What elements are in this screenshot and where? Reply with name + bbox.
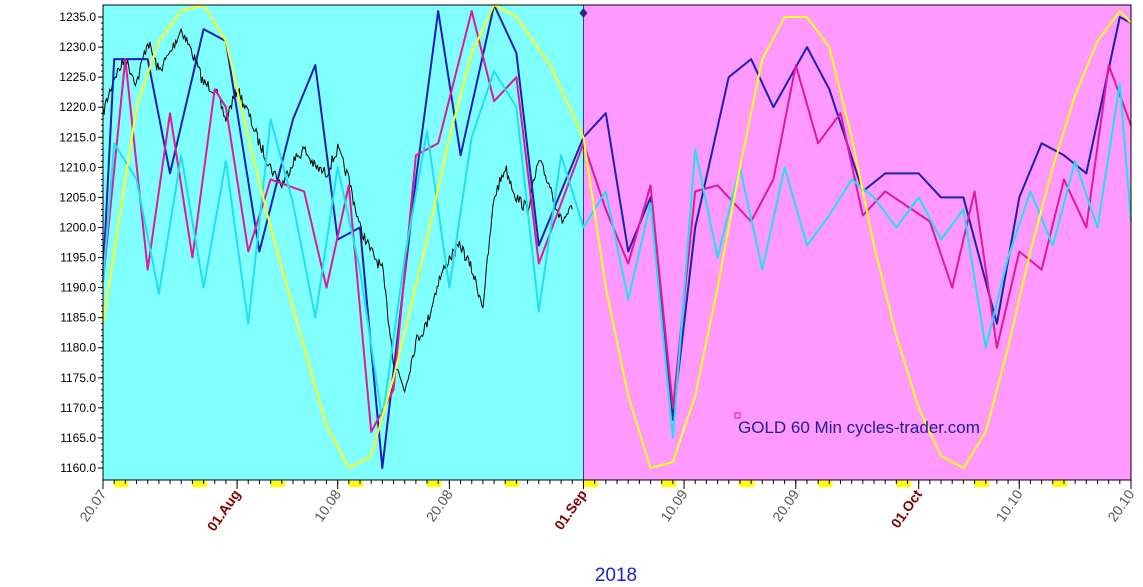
weekend-marker bbox=[896, 481, 911, 487]
y-tick-label: 1175.0 bbox=[60, 371, 96, 385]
weekend-marker bbox=[661, 481, 677, 487]
annotation-marker bbox=[734, 412, 741, 419]
x-tick-label: 20.10 bbox=[1104, 486, 1137, 524]
y-tick-label: 1200.0 bbox=[59, 220, 96, 234]
y-tick-label: 1170.0 bbox=[60, 401, 96, 415]
weekend-marker bbox=[818, 481, 833, 487]
y-tick-label: 1235.0 bbox=[59, 10, 96, 24]
chart-annotation: GOLD 60 Min cycles-trader.com bbox=[738, 418, 980, 437]
weekend-marker bbox=[114, 481, 129, 487]
y-tick-label: 1220.0 bbox=[59, 100, 96, 114]
y-tick-label: 1185.0 bbox=[60, 311, 96, 325]
x-tick-label: 20.07 bbox=[76, 486, 109, 524]
x-tick-label: 20.09 bbox=[769, 486, 802, 524]
series-cyan-cycle bbox=[102, 70, 1132, 439]
y-tick-label: 1230.0 bbox=[59, 40, 96, 54]
region-history bbox=[103, 5, 584, 480]
weekend-marker bbox=[974, 481, 989, 487]
y-tick-label: 1190.0 bbox=[60, 281, 96, 295]
x-tick-label: 10.09 bbox=[657, 486, 690, 524]
y-tick-label: 1215.0 bbox=[59, 130, 96, 144]
weekend-marker bbox=[348, 481, 364, 487]
weekend-marker bbox=[427, 481, 442, 487]
weekend-marker bbox=[1052, 481, 1068, 487]
year-label: 2018 bbox=[595, 565, 637, 586]
x-tick-label: 20.08 bbox=[423, 486, 456, 524]
weekend-marker bbox=[505, 481, 520, 487]
weekend-marker bbox=[583, 481, 598, 487]
x-tick-label: 01.Oct bbox=[887, 486, 925, 531]
forecast-start-marker bbox=[579, 8, 588, 18]
series-layer bbox=[102, 4, 1132, 469]
y-tick-label: 1180.0 bbox=[60, 341, 96, 355]
series-magenta-cycle bbox=[102, 10, 1132, 433]
x-tick-label: 10.10 bbox=[993, 486, 1026, 524]
plot-frame bbox=[579, 5, 588, 480]
y-tick-label: 1160.0 bbox=[60, 461, 96, 475]
axes: 1160.0 1165.0 1170.0 1175.0 1180.0 1185.0 1190… bbox=[59, 4, 1138, 534]
annotations: GOLD 60 Min cycles-trader.com 2018 bbox=[595, 412, 980, 586]
y-tick-label: 1165.0 bbox=[60, 431, 96, 445]
y-tick-label: 1225.0 bbox=[59, 70, 96, 84]
x-tick-label: 01.Aug bbox=[204, 487, 244, 534]
y-tick-label: 1195.0 bbox=[60, 251, 96, 265]
series-yellow-cycle bbox=[102, 4, 1132, 469]
weekend-marker bbox=[192, 481, 207, 487]
y-tick-label: 1210.0 bbox=[59, 160, 96, 174]
x-tick-label: 10.08 bbox=[311, 486, 344, 524]
x-tick-label: 01.Sep bbox=[551, 487, 590, 533]
y-tick-label: 1205.0 bbox=[59, 190, 96, 204]
weekend-marker bbox=[270, 481, 285, 487]
plot-background bbox=[103, 5, 1131, 480]
weekend-marker bbox=[739, 481, 755, 487]
series-price bbox=[102, 27, 573, 394]
